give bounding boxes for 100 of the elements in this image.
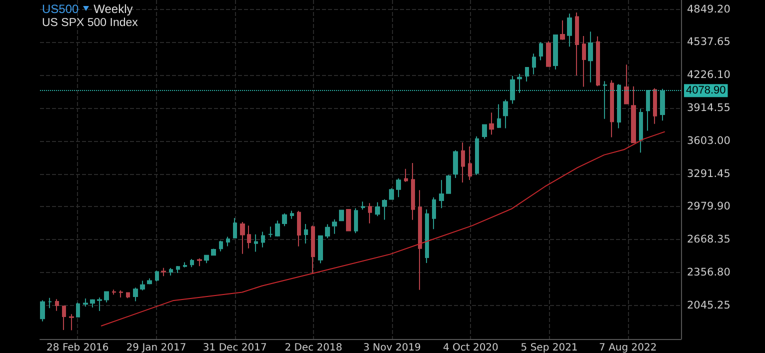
candlestick (40, 300, 45, 322)
candlestick (104, 290, 109, 303)
candlestick (311, 225, 315, 274)
candlestick (503, 99, 508, 129)
candlestick (596, 36, 600, 87)
candlestick (169, 268, 173, 276)
y-tick-label: 2045.25 (687, 299, 730, 312)
x-tick-label: 7 Aug 2022 (599, 342, 657, 353)
y-tick-label: 3914.55 (687, 102, 730, 114)
candlestick (325, 224, 330, 239)
candlestick (233, 217, 237, 239)
candlestick (631, 86, 636, 144)
candlestick (375, 202, 380, 217)
candlestick (247, 225, 251, 249)
candlestick (176, 266, 180, 274)
candlestick (432, 196, 436, 230)
candlestick (610, 80, 614, 138)
candlestick (368, 202, 372, 224)
candlestick (275, 220, 280, 237)
candlestick (582, 36, 586, 88)
ref-line-label: 4078.90 (686, 84, 726, 97)
candlestick (62, 306, 66, 331)
candlestick (290, 210, 294, 220)
candlestick (304, 223, 308, 244)
candlestick (55, 298, 59, 312)
candlestick (553, 34, 558, 70)
candlestick (204, 254, 209, 264)
candlestick (183, 262, 187, 268)
y-tick-label: 4537.65 (687, 36, 730, 48)
x-tick-label: 2 Dec 2018 (284, 342, 342, 353)
candlestick (567, 13, 572, 48)
x-tick-label: 31 Dec 2017 (202, 342, 267, 353)
x-tick-label: 4 Oct 2020 (442, 342, 498, 353)
candlestick (639, 108, 643, 154)
candlestick (617, 84, 621, 129)
y-tick-label: 3603.00 (687, 134, 730, 147)
candlestick (446, 174, 451, 194)
candlestick (48, 297, 52, 309)
candlestick (354, 208, 358, 234)
candlestick (161, 267, 166, 277)
candlestick (190, 258, 194, 268)
candlestick (119, 290, 123, 298)
candlestick (575, 12, 579, 76)
candlestick (197, 258, 202, 267)
line-series (100, 131, 666, 327)
candlestick (624, 64, 629, 104)
y-tick-label: 2979.90 (687, 200, 730, 213)
candlestick (69, 314, 74, 331)
candlestick (532, 53, 536, 75)
candlestick (268, 226, 273, 238)
candlestick (510, 75, 515, 104)
candlestick (404, 168, 408, 182)
candlestick (318, 234, 323, 264)
candlestick (76, 302, 80, 318)
y-tick-label: 4226.10 (687, 69, 730, 82)
candlestick (489, 112, 494, 136)
candlestick (254, 234, 258, 252)
candlestick (346, 208, 351, 232)
candlestick (439, 179, 444, 209)
candlestick (425, 208, 429, 264)
candlestick (453, 150, 458, 178)
candlestick (112, 289, 116, 296)
candlestick (418, 190, 422, 290)
candlestick (468, 146, 472, 180)
candlestick (389, 188, 394, 200)
candlestick (411, 162, 415, 220)
candlestick (282, 212, 287, 227)
candlestick (660, 88, 665, 122)
candlestick (332, 218, 337, 234)
annotation: Weekly (94, 2, 133, 16)
candlestick (83, 298, 88, 308)
candlestick (546, 40, 551, 68)
x-tick-label: 29 Jan 2017 (126, 342, 186, 353)
candlestick (475, 136, 479, 176)
text: US SPX 500 Index (42, 16, 138, 30)
candlestick (126, 292, 130, 299)
candlestick (155, 270, 159, 282)
candlestick (140, 280, 145, 291)
candlestick (461, 142, 465, 183)
candlestick (382, 198, 387, 220)
candlestick (497, 104, 501, 128)
candlestick (525, 66, 529, 82)
candlestick (97, 296, 102, 312)
candlestick (147, 278, 152, 285)
candlestick (361, 201, 365, 210)
y-tick-label: 3291.45 (687, 168, 730, 180)
y-tick-label: 2668.35 (687, 234, 730, 246)
candlestick (133, 287, 138, 302)
candlestick (339, 209, 344, 222)
candlestick (539, 42, 543, 61)
candlestick (482, 124, 487, 140)
candlestick (653, 88, 657, 124)
candlestick (588, 31, 593, 83)
candlestick (226, 236, 230, 247)
x-tick-label: 28 Feb 2016 (46, 342, 109, 353)
candlestick (211, 248, 216, 256)
x-tick-label: 3 Nov 2019 (363, 342, 421, 353)
x-tick-label: 5 Sep 2021 (520, 342, 578, 353)
y-tick-label: 4849.20 (687, 3, 730, 16)
candlestick (560, 20, 565, 40)
